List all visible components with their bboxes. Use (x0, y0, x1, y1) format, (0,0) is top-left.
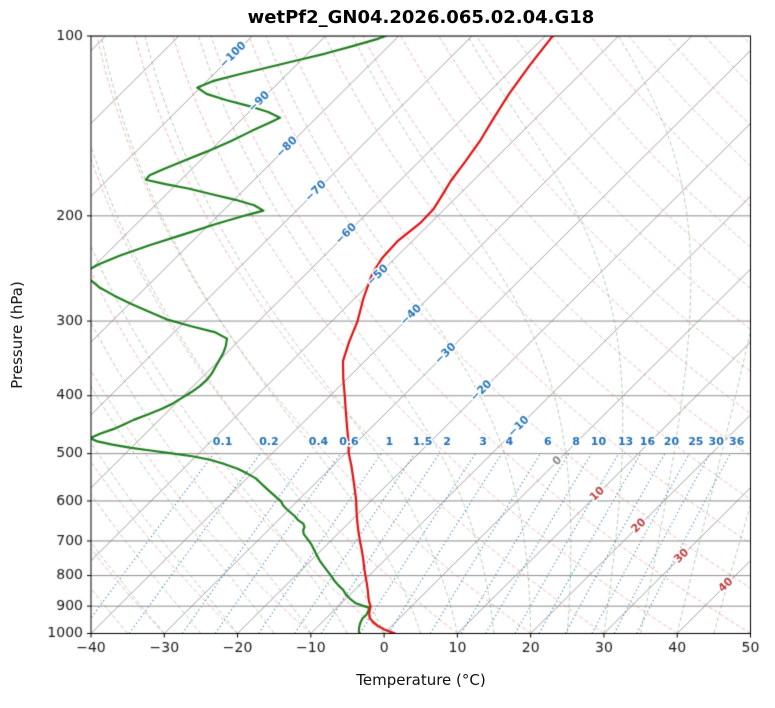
y-axis-label: Pressure (hPa) (8, 281, 26, 389)
chart-title: wetPf2_GN04.2026.065.02.04.G18 (247, 7, 595, 28)
x-axis-label: Temperature (°C) (356, 671, 486, 689)
